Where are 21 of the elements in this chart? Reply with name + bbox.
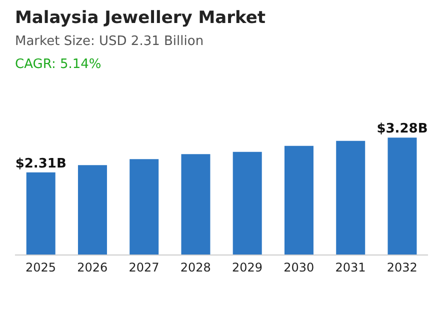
bar [388,138,417,255]
bar [336,140,366,255]
bar [284,146,314,255]
x-tick-label: 2029 [232,260,263,275]
x-tick-label: 2025 [26,260,56,275]
bar [78,165,107,255]
data-label: $2.31B [15,156,66,172]
bar [26,172,56,255]
chart-title: Malaysia Jewellery Market [15,8,266,28]
data-label: $3.28B [376,122,428,137]
x-tick-label: 2030 [284,260,314,275]
x-tick-label: 2028 [180,260,211,275]
x-tick-label: 2031 [335,260,366,275]
bar [232,152,262,255]
x-tick-label: 2032 [386,260,418,275]
x-tick-label: 2026 [77,260,108,275]
chart-subtitle: Market Size: USD 2.31 Billion [15,34,204,49]
bar [130,159,159,255]
x-tick-label: 2027 [128,260,160,275]
text: CAGR: 5.14% [15,57,102,72]
bar [181,154,210,255]
